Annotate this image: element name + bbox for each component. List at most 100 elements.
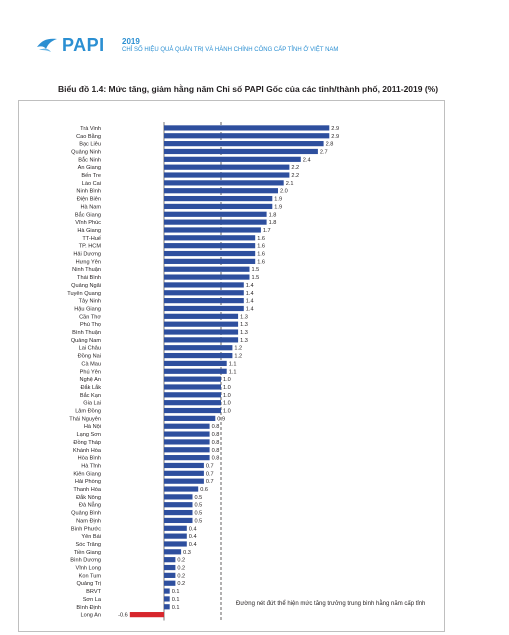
papi-logo: PAPI 2019 CHỈ SỐ HIỆU QUẢ QUẢN TRỊ VÀ HÀ… — [36, 35, 338, 56]
value-label: 2.0 — [280, 189, 288, 195]
bar — [164, 133, 330, 139]
category-label: Nghệ An — [80, 377, 101, 383]
category-label: Thái Bình — [77, 275, 101, 281]
bar — [164, 337, 239, 343]
value-label: 1.0 — [223, 409, 231, 415]
category-label: Lạng Sơn — [76, 432, 101, 438]
bar — [164, 588, 170, 594]
category-label: Hậu Giang — [74, 306, 101, 312]
category-label: Bắc Ninh — [78, 156, 101, 163]
value-label: 1.9 — [274, 204, 282, 210]
bar — [164, 243, 256, 249]
category-label: Quảng Trị — [76, 581, 101, 587]
value-label: 0.2 — [177, 573, 185, 579]
value-label: 1.5 — [252, 267, 260, 273]
bar — [164, 541, 187, 547]
category-label: Bình Dương — [70, 558, 101, 564]
value-label: 1.8 — [269, 220, 277, 226]
bar — [164, 125, 330, 131]
category-label: Hải Dương — [73, 252, 101, 258]
value-label: 1.2 — [234, 354, 242, 360]
category-label: Kiên Giang — [73, 471, 101, 477]
value-label: 0.5 — [195, 518, 203, 524]
logo-name: PAPI — [62, 35, 105, 55]
bar — [164, 368, 227, 374]
category-label: Cà Mau — [81, 361, 101, 367]
bar — [164, 195, 273, 202]
bar — [164, 219, 267, 225]
value-label: 0.8 — [212, 448, 220, 454]
category-label: Hà Giang — [77, 228, 101, 234]
bar — [164, 321, 239, 327]
bar — [164, 203, 273, 210]
value-label: 0.5 — [195, 495, 203, 501]
category-label: Đà Nẵng — [79, 502, 101, 509]
bar — [164, 329, 239, 335]
value-label: 0.6 — [200, 487, 208, 493]
reference-line-note: Đường nét đứt thể hiện mức tăng trưởng t… — [236, 601, 426, 607]
category-label: Trà Vinh — [80, 126, 101, 132]
value-label: 1.0 — [223, 377, 231, 383]
value-label: 2.9 — [331, 134, 339, 140]
bar — [164, 517, 193, 524]
bar — [164, 423, 210, 429]
category-label: BRVT — [86, 589, 101, 595]
value-label: 1.9 — [274, 197, 282, 203]
category-label: Ninh Thuận — [72, 267, 101, 273]
logo-year: 2019 — [122, 37, 140, 46]
value-label: 2.9 — [331, 126, 339, 132]
value-label: 1.5 — [252, 275, 260, 281]
value-label: 1.1 — [229, 361, 237, 367]
bar — [164, 148, 318, 155]
category-label: Phú Thọ — [80, 322, 101, 328]
value-label: 0.8 — [212, 424, 220, 430]
category-label: Lai Châu — [79, 346, 101, 352]
chart-title: Biểu đồ 1.4: Mức tăng, giảm hằng năm Chỉ… — [58, 84, 439, 94]
bar — [164, 564, 176, 571]
category-label: Thanh Hóa — [73, 487, 102, 493]
category-label: Sơn La — [83, 597, 102, 603]
category-label: Lào Cai — [82, 181, 101, 187]
category-label: Khánh Hòa — [73, 448, 102, 454]
value-label: 1.3 — [240, 338, 248, 344]
value-label: 2.8 — [326, 142, 334, 148]
bar — [164, 407, 221, 414]
value-label: 1.6 — [257, 259, 265, 265]
category-label: Đồng Tháp — [73, 440, 101, 446]
bar — [164, 266, 250, 272]
bar — [164, 164, 290, 170]
value-label: 2.7 — [320, 149, 328, 155]
value-label: 0.4 — [189, 534, 197, 540]
bar — [164, 462, 204, 469]
category-label: Phú Yên — [80, 369, 101, 375]
category-label: Kon Tum — [79, 573, 102, 579]
value-label: 0.7 — [206, 471, 214, 477]
value-label: 1.3 — [240, 330, 248, 336]
value-label: 0.8 — [212, 456, 220, 462]
value-label: 1.0 — [223, 401, 231, 407]
value-label: 1.6 — [257, 236, 265, 242]
value-label: 0.8 — [212, 440, 220, 446]
bar — [164, 384, 221, 390]
bar — [164, 502, 193, 508]
bar — [164, 141, 324, 147]
category-label: Hà Nam — [80, 204, 101, 210]
value-label: 2.1 — [286, 181, 294, 187]
value-label: 0.5 — [195, 503, 203, 509]
category-label: Quảng Ngãi — [71, 283, 101, 289]
value-label: 1.0 — [223, 393, 231, 399]
bar — [164, 596, 170, 602]
category-label: Nam Định — [76, 518, 101, 524]
category-label: Quảng Bình — [71, 511, 101, 517]
bar — [164, 572, 176, 578]
bar — [164, 494, 193, 500]
category-label: Tây Ninh — [79, 299, 101, 305]
category-label: Quảng Ninh — [71, 149, 101, 155]
bar — [164, 392, 221, 398]
value-label: 0.5 — [195, 511, 203, 517]
category-label: Gia Lai — [83, 401, 101, 407]
bar — [164, 400, 221, 406]
value-label: 0.1 — [172, 605, 180, 611]
bar — [164, 172, 290, 178]
category-label: Tiền Giang — [74, 550, 101, 556]
